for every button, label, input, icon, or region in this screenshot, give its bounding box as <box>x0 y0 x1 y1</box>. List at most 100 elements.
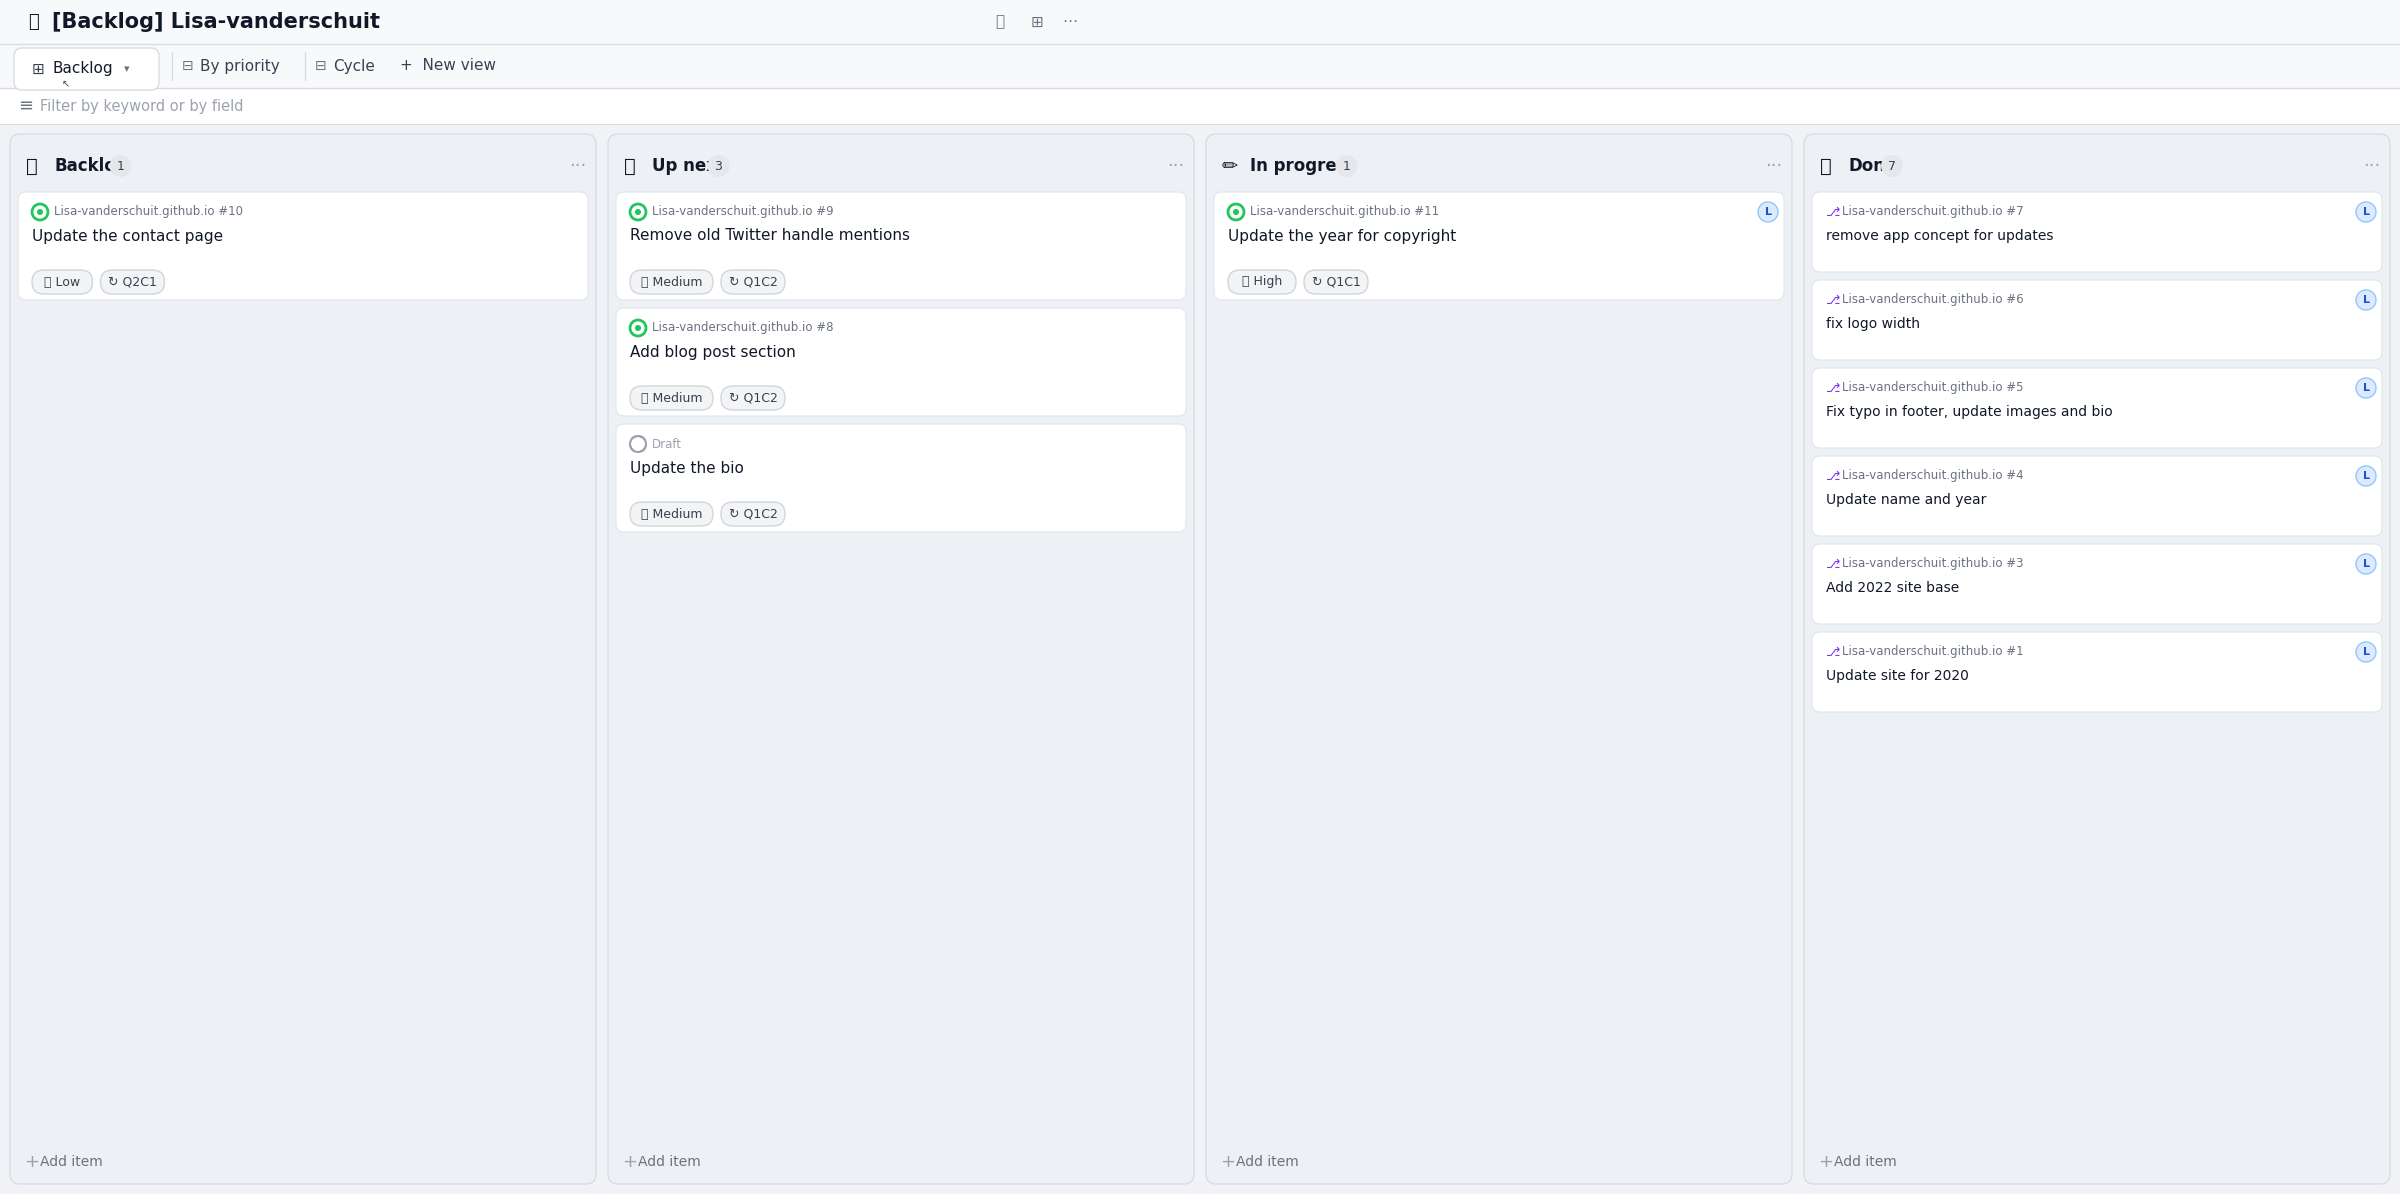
Text: 📋: 📋 <box>26 156 38 176</box>
FancyBboxPatch shape <box>1229 270 1296 294</box>
FancyBboxPatch shape <box>1812 544 2381 624</box>
Text: ⊟: ⊟ <box>314 59 326 73</box>
FancyBboxPatch shape <box>629 270 713 294</box>
Bar <box>0 88 2400 124</box>
FancyBboxPatch shape <box>31 270 94 294</box>
Text: ⊟: ⊟ <box>182 59 194 73</box>
Text: 📈: 📈 <box>996 14 1006 30</box>
Text: L: L <box>2362 647 2369 657</box>
Text: Remove old Twitter handle mentions: Remove old Twitter handle mentions <box>629 228 910 244</box>
Text: Update site for 2020: Update site for 2020 <box>1826 669 1968 683</box>
Text: 🔴 High: 🔴 High <box>1241 276 1282 289</box>
Text: +: + <box>24 1153 38 1171</box>
Text: ↻ Q1C1: ↻ Q1C1 <box>1310 276 1361 289</box>
Text: Add item: Add item <box>638 1155 701 1169</box>
FancyBboxPatch shape <box>617 308 1186 416</box>
Text: Lisa-vanderschuit.github.io #3: Lisa-vanderschuit.github.io #3 <box>1843 558 2023 571</box>
Text: ⎇: ⎇ <box>1826 382 1841 394</box>
Text: ⎇: ⎇ <box>1826 294 1841 307</box>
Text: Add 2022 site base: Add 2022 site base <box>1826 581 1958 595</box>
Text: Lisa-vanderschuit.github.io #5: Lisa-vanderschuit.github.io #5 <box>1843 382 2023 394</box>
Text: Add item: Add item <box>41 1155 103 1169</box>
Text: 🏝️ Low: 🏝️ Low <box>43 276 79 289</box>
Text: Lisa-vanderschuit.github.io #1: Lisa-vanderschuit.github.io #1 <box>1843 646 2023 659</box>
Text: ⎇: ⎇ <box>1826 558 1841 571</box>
Text: Backlog: Backlog <box>53 62 113 76</box>
Text: Filter by keyword or by field: Filter by keyword or by field <box>41 98 242 113</box>
Circle shape <box>2357 290 2376 310</box>
FancyBboxPatch shape <box>629 386 713 410</box>
Text: remove app concept for updates: remove app concept for updates <box>1826 229 2054 244</box>
FancyBboxPatch shape <box>1812 368 2381 448</box>
Text: Add item: Add item <box>1834 1155 1896 1169</box>
Text: ↻ Q1C2: ↻ Q1C2 <box>730 276 778 289</box>
Circle shape <box>629 320 646 336</box>
Text: L: L <box>2362 295 2369 304</box>
FancyBboxPatch shape <box>720 270 785 294</box>
FancyBboxPatch shape <box>1303 270 1368 294</box>
Circle shape <box>2357 202 2376 222</box>
FancyBboxPatch shape <box>617 192 1186 300</box>
Circle shape <box>2357 554 2376 574</box>
Text: ▾: ▾ <box>125 64 130 74</box>
Text: ↻ Q1C2: ↻ Q1C2 <box>730 507 778 521</box>
FancyBboxPatch shape <box>1812 456 2381 536</box>
Text: ⎇: ⎇ <box>1826 646 1841 659</box>
FancyBboxPatch shape <box>19 192 588 300</box>
FancyBboxPatch shape <box>720 501 785 527</box>
Text: Fix typo in footer, update images and bio: Fix typo in footer, update images and bi… <box>1826 405 2112 419</box>
Text: ···: ··· <box>2364 156 2381 176</box>
Text: ↻ Q2C1: ↻ Q2C1 <box>108 276 156 289</box>
Text: 🏷️: 🏷️ <box>624 156 636 176</box>
Text: ⎇: ⎇ <box>1826 469 1841 482</box>
Text: Add blog post section: Add blog post section <box>629 345 797 359</box>
Text: ↻ Q1C2: ↻ Q1C2 <box>730 392 778 405</box>
Text: fix logo width: fix logo width <box>1826 316 1920 331</box>
FancyBboxPatch shape <box>10 134 595 1184</box>
Text: 3: 3 <box>715 160 722 172</box>
Circle shape <box>1757 202 1778 222</box>
Text: Lisa-vanderschuit.github.io #9: Lisa-vanderschuit.github.io #9 <box>653 205 833 219</box>
Text: [Backlog] Lisa-vanderschuit: [Backlog] Lisa-vanderschuit <box>53 12 379 32</box>
Text: Lisa-vanderschuit.github.io #6: Lisa-vanderschuit.github.io #6 <box>1843 294 2023 307</box>
Circle shape <box>636 325 641 331</box>
Text: ⎇: ⎇ <box>1826 205 1841 219</box>
Text: Add item: Add item <box>1236 1155 1298 1169</box>
FancyBboxPatch shape <box>1812 632 2381 712</box>
Text: 🏕️ Medium: 🏕️ Medium <box>641 276 703 289</box>
Text: Update name and year: Update name and year <box>1826 493 1987 507</box>
Text: L: L <box>2362 383 2369 393</box>
Text: L: L <box>1764 207 1771 217</box>
Text: ···: ··· <box>1166 156 1186 176</box>
Text: ⋯: ⋯ <box>1063 14 1078 30</box>
Text: Lisa-vanderschuit.github.io #10: Lisa-vanderschuit.github.io #10 <box>55 205 242 219</box>
Text: ✅: ✅ <box>1819 156 1831 176</box>
Circle shape <box>2357 466 2376 486</box>
Text: Lisa-vanderschuit.github.io #11: Lisa-vanderschuit.github.io #11 <box>1250 205 1440 219</box>
Text: Update the bio: Update the bio <box>629 461 744 475</box>
Circle shape <box>636 209 641 215</box>
FancyBboxPatch shape <box>1812 281 2381 361</box>
Text: Up next: Up next <box>653 156 725 176</box>
FancyBboxPatch shape <box>617 424 1186 533</box>
Text: ···: ··· <box>569 156 586 176</box>
Text: 1: 1 <box>1342 160 1351 172</box>
Text: L: L <box>2362 207 2369 217</box>
Text: Lisa-vanderschuit.github.io #8: Lisa-vanderschuit.github.io #8 <box>653 321 833 334</box>
Text: ↖: ↖ <box>62 79 70 90</box>
Circle shape <box>629 204 646 220</box>
Circle shape <box>31 204 48 220</box>
Circle shape <box>36 209 43 215</box>
Text: Draft: Draft <box>653 437 682 450</box>
Circle shape <box>110 155 132 177</box>
Text: 🔒: 🔒 <box>29 13 38 31</box>
FancyBboxPatch shape <box>720 386 785 410</box>
FancyBboxPatch shape <box>1812 192 2381 272</box>
Circle shape <box>1229 204 1243 220</box>
Text: Done: Done <box>1848 156 1896 176</box>
Text: Update the contact page: Update the contact page <box>31 228 223 244</box>
Circle shape <box>2357 642 2376 661</box>
Text: +  New view: + New view <box>401 59 497 74</box>
FancyBboxPatch shape <box>14 48 158 90</box>
Text: +: + <box>1819 1153 1834 1171</box>
